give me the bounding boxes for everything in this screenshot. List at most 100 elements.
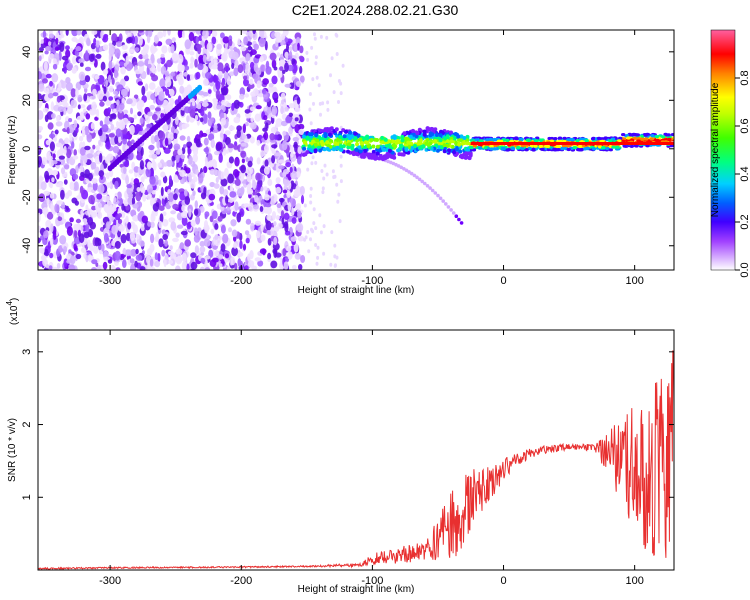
x-tick-label: 0 [500, 575, 506, 587]
noise-mark [75, 127, 79, 134]
noise-mark [249, 61, 255, 70]
band-mark [449, 130, 453, 135]
band-mark [428, 141, 433, 146]
noise-mark [303, 203, 307, 208]
noise-mark [165, 38, 173, 45]
noise-mark [151, 74, 159, 82]
noise-mark [160, 53, 165, 58]
noise-mark [158, 130, 166, 141]
descending-streak-mark [459, 221, 464, 225]
line-mark [516, 146, 521, 150]
noise-mark [96, 193, 103, 200]
spectrogram-heatmap [38, 30, 674, 270]
noise-mark [137, 61, 145, 67]
noise-mark [287, 201, 292, 212]
noise-mark [105, 79, 109, 87]
band-mark [350, 146, 355, 151]
noise-mark [329, 73, 332, 78]
noise-mark [296, 222, 304, 233]
noise-mark [107, 259, 113, 264]
noise-mark [110, 113, 117, 120]
band-mark [434, 143, 439, 148]
noise-mark [167, 30, 171, 36]
noise-mark [55, 121, 63, 127]
band-mark [404, 136, 408, 141]
band-mark [418, 138, 423, 143]
noise-mark [208, 133, 215, 141]
noise-mark [46, 211, 54, 220]
noise-mark [243, 78, 249, 87]
noise-mark [156, 140, 161, 149]
band-mark [439, 145, 444, 150]
noise-mark [98, 129, 103, 137]
noise-mark [90, 211, 98, 218]
noise-mark [291, 206, 295, 216]
noise-mark [234, 201, 239, 211]
noise-mark [217, 62, 224, 72]
colorbar-axes: 0.0 0.2 0.4 0.6 0.8 [735, 70, 750, 278]
noise-mark [104, 195, 111, 203]
noise-mark [236, 188, 244, 197]
band-mark [322, 147, 327, 152]
noise-mark [246, 188, 254, 195]
line-mark [556, 145, 561, 149]
noise-mark [38, 134, 43, 140]
snr-axes: -300 -200 -100 0 100 1 2 3 [21, 330, 674, 587]
x-tick-label: -300 [99, 275, 121, 287]
noise-mark [203, 113, 208, 124]
noise-mark [175, 154, 180, 163]
band-mark [411, 132, 416, 137]
noise-mark [184, 39, 192, 50]
descending-streak-mark [415, 175, 419, 180]
noise-mark [105, 156, 110, 164]
noise-mark [53, 230, 57, 241]
noise-mark [293, 242, 299, 253]
noise-mark [44, 94, 49, 102]
noise-mark [281, 140, 288, 151]
noise-mark [76, 115, 83, 121]
noise-mark [60, 189, 65, 200]
noise-mark [162, 219, 169, 227]
line-mark [650, 134, 655, 138]
band-mark [465, 147, 470, 152]
noise-mark [229, 191, 237, 198]
noise-mark [77, 104, 81, 110]
noise-mark [164, 137, 169, 147]
snr-multiplier-base: (x10 [9, 305, 20, 325]
noise-mark [146, 123, 153, 128]
noise-mark [296, 96, 301, 105]
noise-mark [282, 130, 287, 136]
line-mark [643, 133, 648, 137]
noise-mark [294, 204, 299, 212]
noise-mark [255, 172, 261, 181]
band-mark [311, 139, 315, 144]
noise-mark [197, 46, 202, 55]
noise-mark [190, 219, 196, 227]
noise-mark [263, 106, 268, 112]
colorbar-tick-label: 0.4 [739, 166, 750, 181]
noise-mark [258, 37, 266, 48]
noise-mark [49, 192, 55, 199]
noise-mark [265, 220, 272, 231]
noise-mark [169, 97, 175, 106]
noise-mark [264, 207, 268, 214]
noise-mark [203, 78, 209, 86]
noise-mark [77, 94, 83, 103]
colorbar-tick-label: 0.2 [739, 214, 750, 229]
band-mark [319, 139, 324, 144]
band-mark [458, 149, 463, 154]
noise-mark [163, 147, 171, 154]
band-mark [360, 154, 364, 159]
noise-mark [273, 196, 278, 203]
noise-mark [139, 266, 146, 270]
band-mark [404, 147, 409, 152]
noise-mark [298, 128, 305, 135]
noise-mark [280, 106, 284, 115]
band-mark [325, 146, 330, 151]
noise-mark [158, 205, 165, 211]
noise-mark [158, 179, 162, 186]
noise-mark [193, 208, 199, 216]
noise-mark [190, 252, 197, 259]
noise-mark [181, 205, 186, 212]
band-mark [438, 133, 443, 138]
